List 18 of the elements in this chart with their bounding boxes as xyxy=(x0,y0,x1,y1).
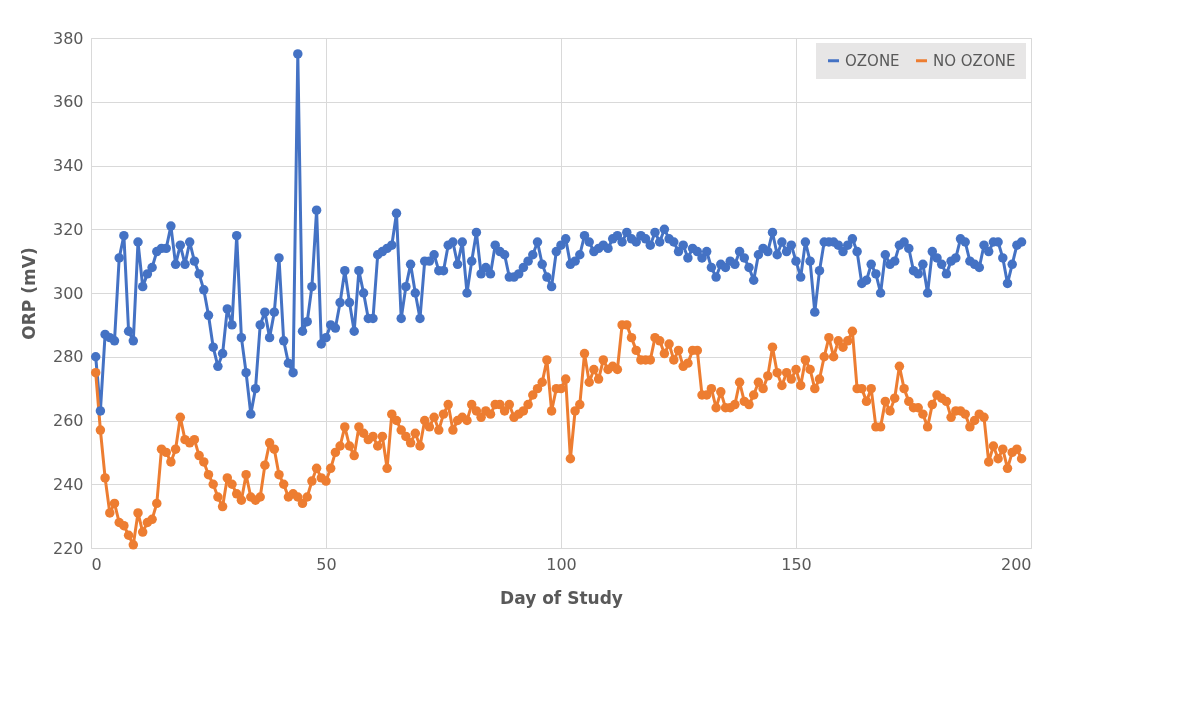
y-tick-label: 320 xyxy=(52,219,84,239)
x-tick-label: 0 xyxy=(91,554,102,574)
y-tick-label: 300 xyxy=(52,283,84,303)
y-tick-label: 260 xyxy=(52,411,84,430)
y-tick-label: 340 xyxy=(52,156,84,175)
x-tick-label: 50 xyxy=(316,554,337,574)
x-axis-title: Day of Study xyxy=(500,587,623,608)
y-tick-label: 240 xyxy=(52,474,84,494)
x-tick-label: 200 xyxy=(1000,554,1032,574)
y-axis-title: ORP (mV) xyxy=(18,247,39,340)
y-tick-label: 360 xyxy=(52,92,84,112)
x-tick-label: 150 xyxy=(781,554,812,574)
y-tick-label: 280 xyxy=(52,347,84,367)
legend-label: NO OZONE xyxy=(933,51,1016,70)
x-tick-label: 100 xyxy=(546,554,577,574)
y-tick-label: 220 xyxy=(52,538,84,558)
legend-label: OZONE xyxy=(845,51,900,70)
y-tick-label: 380 xyxy=(52,28,84,48)
